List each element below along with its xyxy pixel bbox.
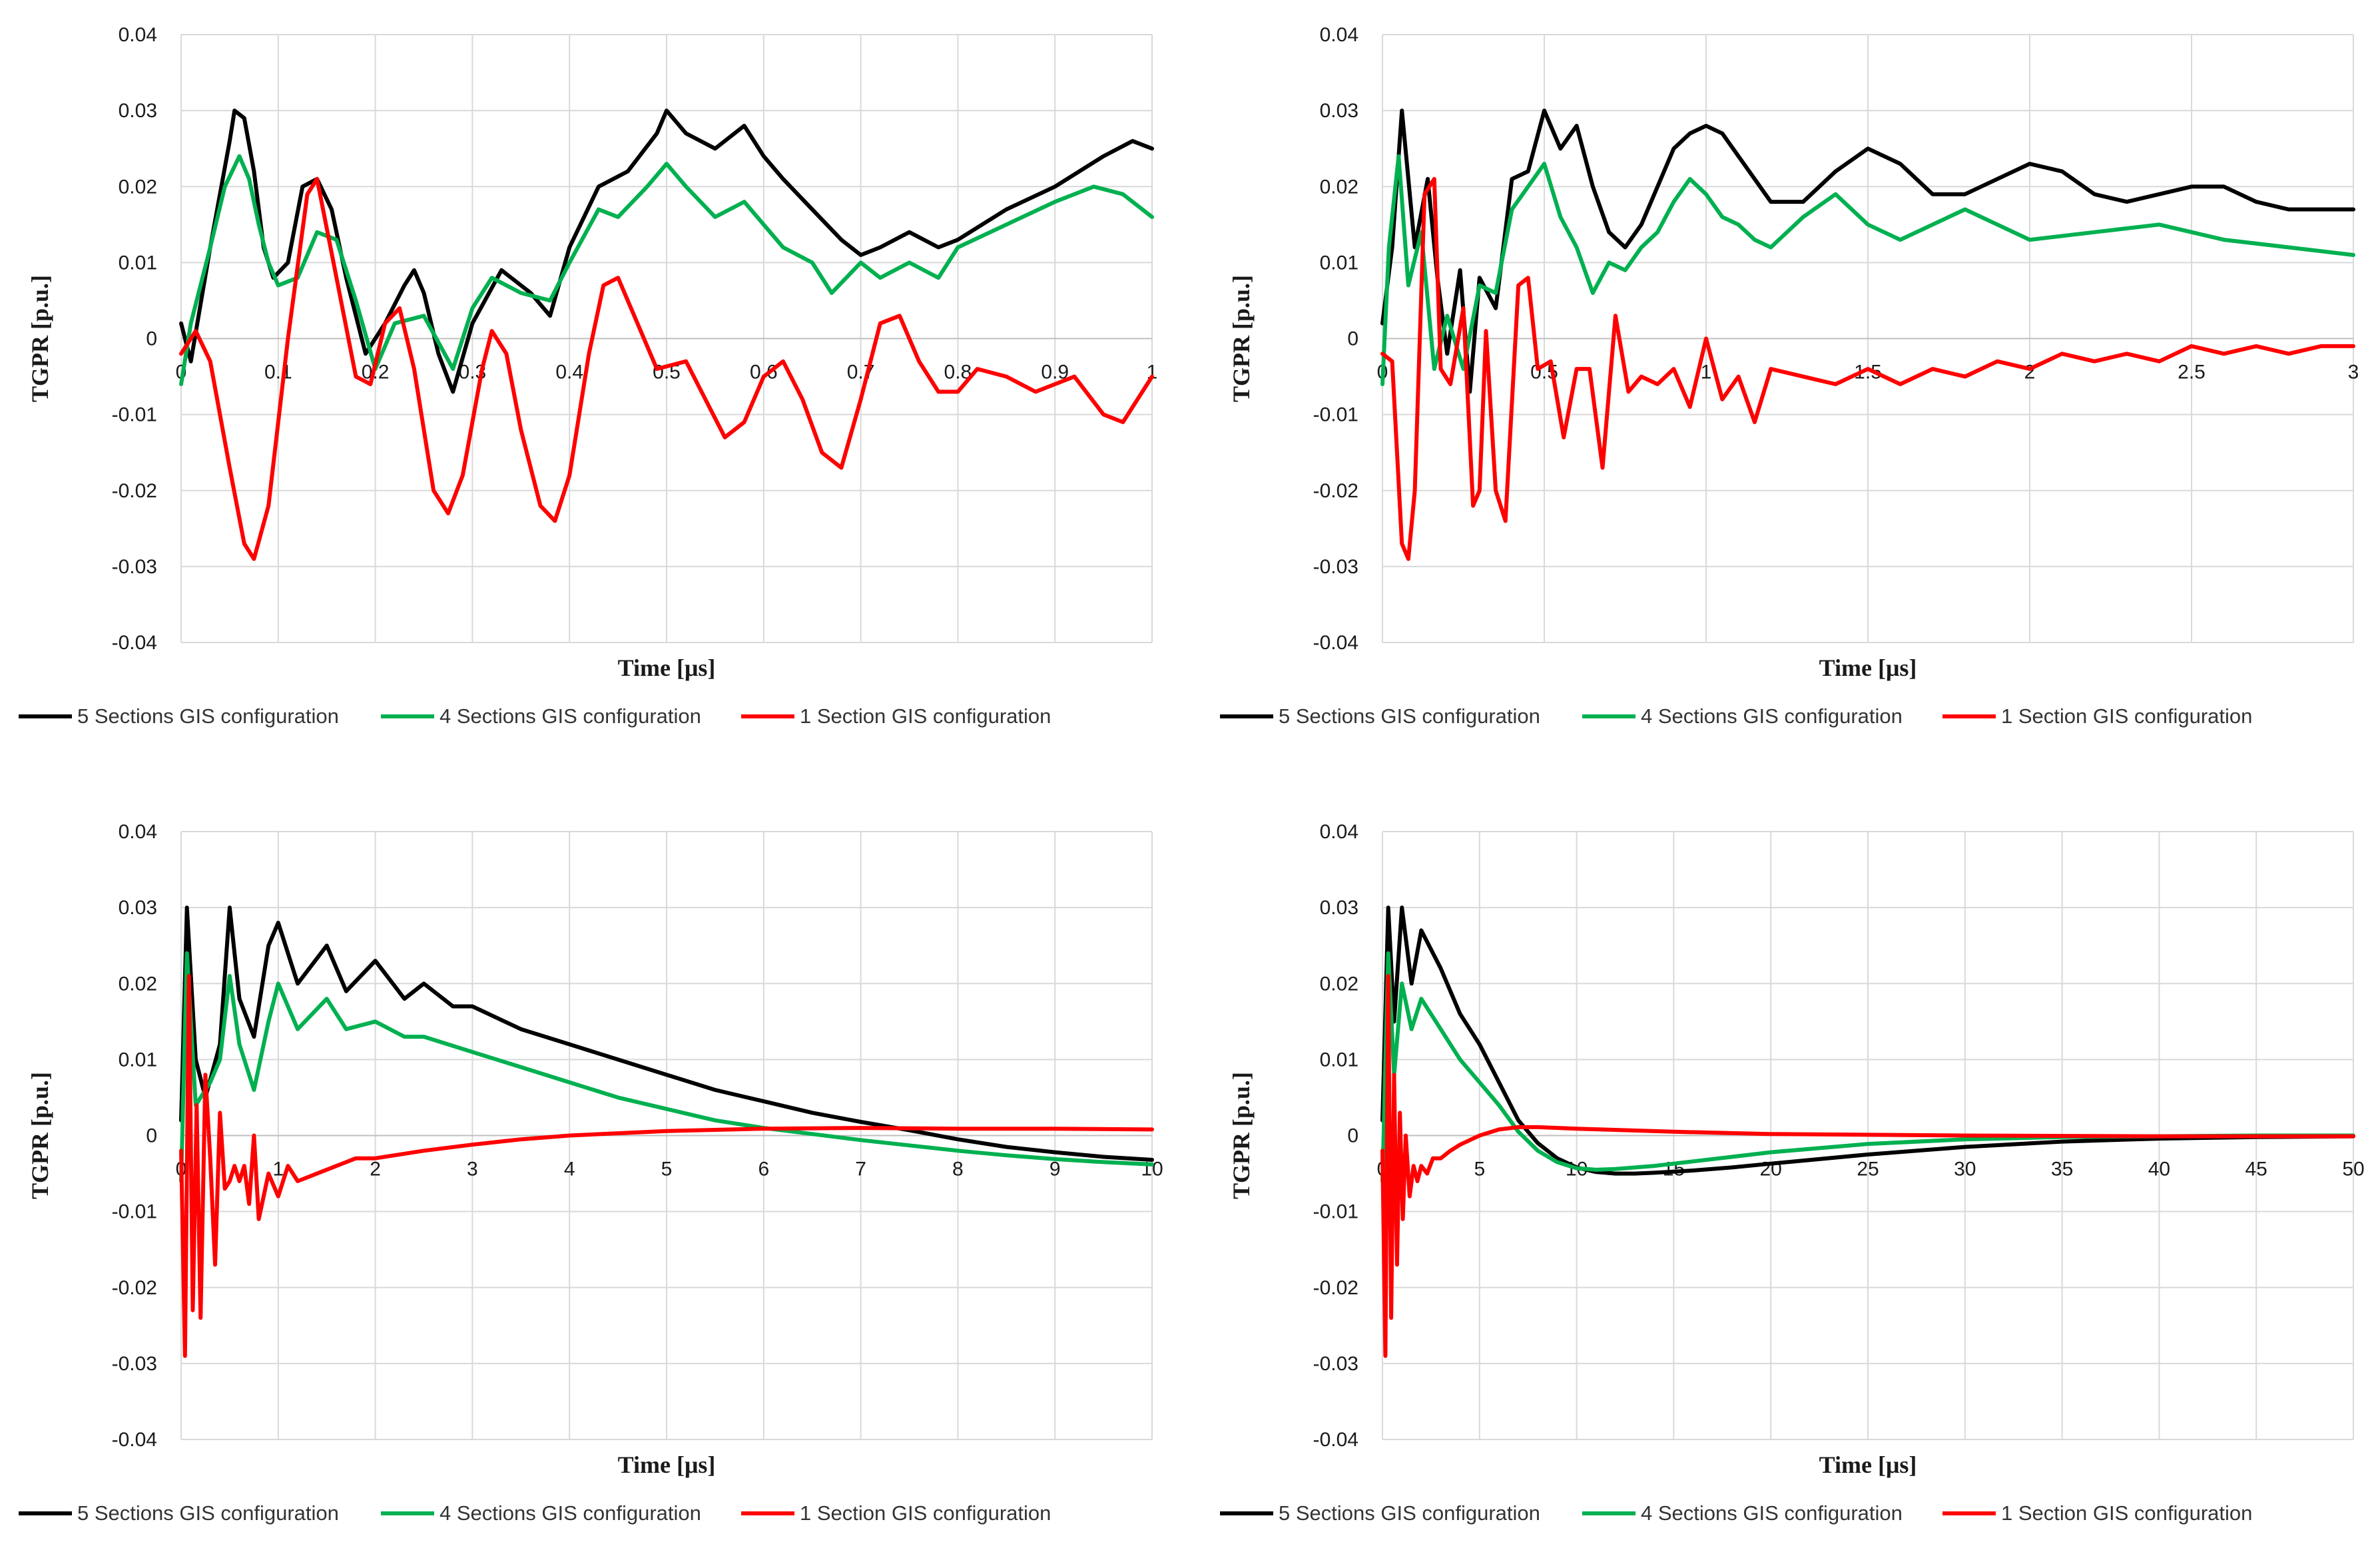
y-tick-label: 0 bbox=[146, 1125, 157, 1147]
legend-label: 4 Sections GIS configuration bbox=[440, 704, 701, 728]
y-tick-label: -0.02 bbox=[1313, 480, 1358, 502]
y-tick-label: 0.03 bbox=[119, 100, 157, 122]
y-tick-label: -0.01 bbox=[112, 1201, 157, 1223]
series-line-4-sections bbox=[1380, 154, 2355, 386]
y-tick-label: -0.03 bbox=[112, 556, 157, 578]
series-line-4-sections bbox=[179, 951, 1154, 1183]
series-line-1-section bbox=[1380, 973, 2355, 1358]
y-tick-label: 0.02 bbox=[119, 973, 157, 995]
legend-label: 4 Sections GIS configuration bbox=[1641, 704, 1903, 728]
legend-label: 5 Sections GIS configuration bbox=[77, 1501, 339, 1525]
x-tick-label: 30 bbox=[1954, 1159, 1976, 1180]
series-line-4-sections bbox=[179, 154, 1154, 386]
y-tick-label: 0.01 bbox=[1320, 1049, 1358, 1071]
y-tick-label: 0.03 bbox=[119, 897, 157, 919]
y-tick-label: -0.02 bbox=[1313, 1277, 1358, 1299]
y-tick-label: -0.02 bbox=[112, 480, 157, 502]
y-tick-label: -0.04 bbox=[1313, 1429, 1358, 1451]
x-tick-label: 45 bbox=[2245, 1159, 2267, 1180]
y-tick-label: -0.03 bbox=[112, 1353, 157, 1375]
y-tick-label: 0.01 bbox=[1320, 252, 1358, 274]
x-axis-title: Time [μs] bbox=[618, 654, 716, 681]
x-axis-title: Time [μs] bbox=[618, 1451, 716, 1478]
legend-label: 1 Section GIS configuration bbox=[800, 704, 1051, 728]
y-tick-label: -0.01 bbox=[112, 404, 157, 426]
y-tick-label: 0.04 bbox=[119, 821, 157, 843]
y-tick-label: 0.03 bbox=[1320, 100, 1358, 122]
x-tick-label: 0.4 bbox=[555, 362, 583, 384]
series-line-1-section bbox=[179, 176, 1154, 561]
x-tick-label: 6 bbox=[758, 1159, 769, 1180]
y-tick-label: -0.02 bbox=[112, 1277, 157, 1299]
y-tick-label: 0.04 bbox=[119, 24, 157, 46]
legend-label: 4 Sections GIS configuration bbox=[440, 1501, 701, 1525]
x-tick-label: 2.5 bbox=[2178, 362, 2206, 384]
y-tick-label: 0.04 bbox=[1320, 24, 1358, 46]
x-tick-label: 8 bbox=[952, 1159, 964, 1180]
x-tick-label: 40 bbox=[2148, 1159, 2170, 1180]
series-line-1-section bbox=[179, 973, 1154, 1358]
legend-label: 5 Sections GIS configuration bbox=[1279, 1501, 1540, 1525]
legend-label: 5 Sections GIS configuration bbox=[1279, 704, 1540, 728]
y-tick-label: 0.04 bbox=[1320, 821, 1358, 843]
y-axis-title: TGPR [p.u.] bbox=[27, 1072, 53, 1199]
y-tick-label: -0.03 bbox=[1313, 1353, 1358, 1375]
x-tick-label: 2 bbox=[2024, 362, 2036, 384]
legend-label: 1 Section GIS configuration bbox=[2001, 1501, 2252, 1525]
y-tick-label: -0.04 bbox=[112, 1429, 157, 1451]
series-line-1-section bbox=[1380, 176, 2355, 561]
y-tick-label: 0.01 bbox=[119, 252, 157, 274]
y-tick-label: 0.02 bbox=[119, 176, 157, 198]
y-tick-label: 0.02 bbox=[1320, 973, 1358, 995]
y-tick-label: -0.04 bbox=[1313, 632, 1358, 654]
x-tick-label: 4 bbox=[564, 1159, 575, 1180]
y-tick-label: 0 bbox=[146, 328, 157, 350]
y-tick-label: -0.04 bbox=[112, 632, 157, 654]
series-line-4-sections bbox=[1380, 951, 2355, 1183]
y-tick-label: -0.03 bbox=[1313, 556, 1358, 578]
legend-label: 1 Section GIS configuration bbox=[800, 1501, 1051, 1525]
x-tick-label: 9 bbox=[1049, 1159, 1061, 1180]
x-tick-label: 3 bbox=[467, 1159, 478, 1180]
x-tick-label: 5 bbox=[1474, 1159, 1485, 1180]
legend-label: 1 Section GIS configuration bbox=[2001, 704, 2252, 728]
x-axis-title: Time [μs] bbox=[1819, 654, 1917, 681]
y-axis-title: TGPR [p.u.] bbox=[1228, 275, 1255, 402]
y-tick-label: 0.02 bbox=[1320, 176, 1358, 198]
x-tick-label: 25 bbox=[1857, 1159, 1879, 1180]
y-tick-label: 0.03 bbox=[1320, 897, 1358, 919]
y-tick-label: -0.01 bbox=[1313, 1201, 1358, 1223]
y-tick-label: 0 bbox=[1347, 328, 1358, 350]
x-tick-label: 1 bbox=[1701, 362, 1712, 384]
y-axis-title: TGPR [p.u.] bbox=[1228, 1072, 1255, 1199]
x-tick-label: 3 bbox=[2348, 362, 2359, 384]
x-tick-label: 2 bbox=[370, 1159, 381, 1180]
legend-label: 4 Sections GIS configuration bbox=[1641, 1501, 1903, 1525]
y-tick-label: 0 bbox=[1347, 1125, 1358, 1147]
x-tick-label: 7 bbox=[855, 1159, 866, 1180]
x-tick-label: 35 bbox=[2051, 1159, 2073, 1180]
x-tick-label: 50 bbox=[2342, 1159, 2364, 1180]
legend-label: 5 Sections GIS configuration bbox=[77, 704, 339, 728]
y-tick-label: 0.01 bbox=[119, 1049, 157, 1071]
x-axis-title: Time [μs] bbox=[1819, 1451, 1917, 1478]
x-tick-label: 0.1 bbox=[264, 362, 292, 384]
x-tick-label: 5 bbox=[661, 1159, 673, 1180]
x-tick-label: 1 bbox=[272, 1159, 284, 1180]
y-tick-label: -0.01 bbox=[1313, 404, 1358, 426]
y-axis-title: TGPR [p.u.] bbox=[27, 275, 53, 402]
